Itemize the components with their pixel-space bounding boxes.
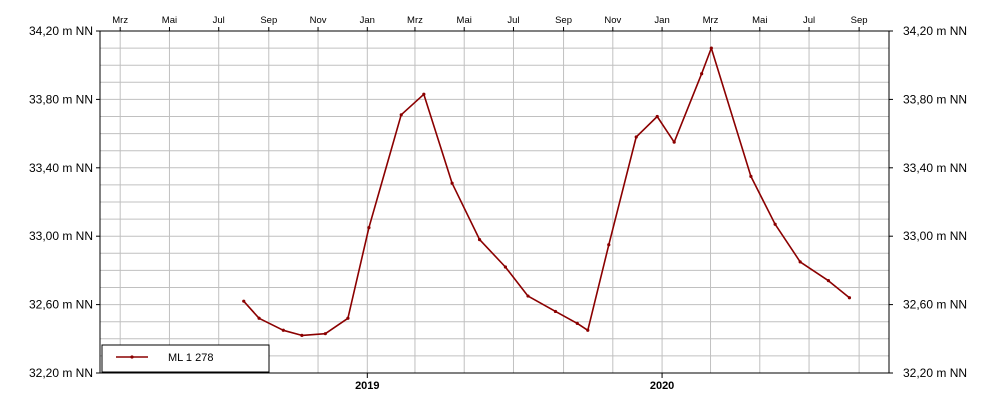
y-tick-label-right: 33,40 m NN [903,161,967,175]
y-tick-label-right: 32,60 m NN [903,298,967,312]
data-point [709,46,713,50]
month-tick-label: Nov [310,15,327,26]
data-point [798,260,802,264]
year-tick-label: 2020 [650,380,674,392]
y-tick-label-right: 32,20 m NN [903,366,967,380]
series-layer [242,46,852,337]
month-tick-label: Mai [162,15,177,26]
plot-frame [99,30,890,374]
y-tick-label-left: 33,00 m NN [29,229,93,243]
month-tick-label: Jan [654,15,669,26]
y-axis-right-labels: 32,20 m NN 32,60 m NN 33,00 m NN 33,40 m NN… [889,24,967,380]
data-point [242,299,246,303]
legend-box [101,344,270,373]
data-point [553,309,558,314]
data-point [281,328,285,332]
legend: ML 1 278 [101,344,270,373]
month-tick-label: Jul [507,15,519,26]
y-tick-label-left: 33,40 m NN [29,161,93,175]
month-tick-label: Sep [851,15,868,26]
data-point [503,265,508,269]
data-point [575,321,579,326]
data-point [655,114,659,119]
data-point [826,279,831,283]
month-tick-label: Mrz [112,15,128,26]
data-point [323,332,327,336]
month-tick-label: Jan [360,15,375,26]
data-point [526,294,530,298]
legend-series-marker [130,355,134,359]
month-tick-label: Sep [555,15,572,26]
data-point [346,316,350,320]
y-tick-label-right: 33,80 m NN [903,92,967,106]
y-tick-label-left: 33,80 m NN [29,92,93,106]
month-tick-label: Mai [457,15,472,26]
y-axis-left-labels: 32,20 m NN 32,60 m NN 33,00 m NN 33,40 m NN… [29,24,100,380]
month-tick-label: Nov [604,15,621,26]
data-point [399,113,403,117]
data-point [700,72,704,76]
y-tick-label-left: 34,20 m NN [29,24,93,38]
y-tick-label-left: 32,60 m NN [29,298,93,312]
month-tick-label: Jul [803,15,815,26]
month-tick-label: Jul [213,15,225,26]
data-point [300,333,304,337]
month-tick-label: Mrz [703,15,719,26]
legend-series-label: ML 1 278 [168,352,213,364]
data-point [477,238,482,242]
data-point [773,222,777,226]
data-point [634,135,638,139]
grid [100,31,889,373]
y-tick-label-left: 32,20 m NN [29,366,93,380]
y-tick-label-right: 34,20 m NN [903,24,967,38]
month-tick-label: Mai [752,15,767,26]
year-labels: 2019 2020 [355,373,674,392]
data-point [257,316,261,320]
data-point [367,226,371,230]
year-tick-label: 2019 [355,380,379,392]
month-tick-label: Sep [260,15,277,26]
data-point [450,181,454,185]
data-point [672,140,676,144]
data-point [422,92,426,96]
data-point [607,243,611,247]
data-point [586,328,590,332]
month-tick-label: Mrz [407,15,423,26]
month-labels: Mrz Mai Jul Sep Nov Jan Mrz Mai Jul Sep Nov Jan Mrz M… [112,15,868,31]
data-point [749,174,753,178]
data-point [847,296,852,300]
y-tick-label-right: 33,00 m NN [903,229,967,243]
